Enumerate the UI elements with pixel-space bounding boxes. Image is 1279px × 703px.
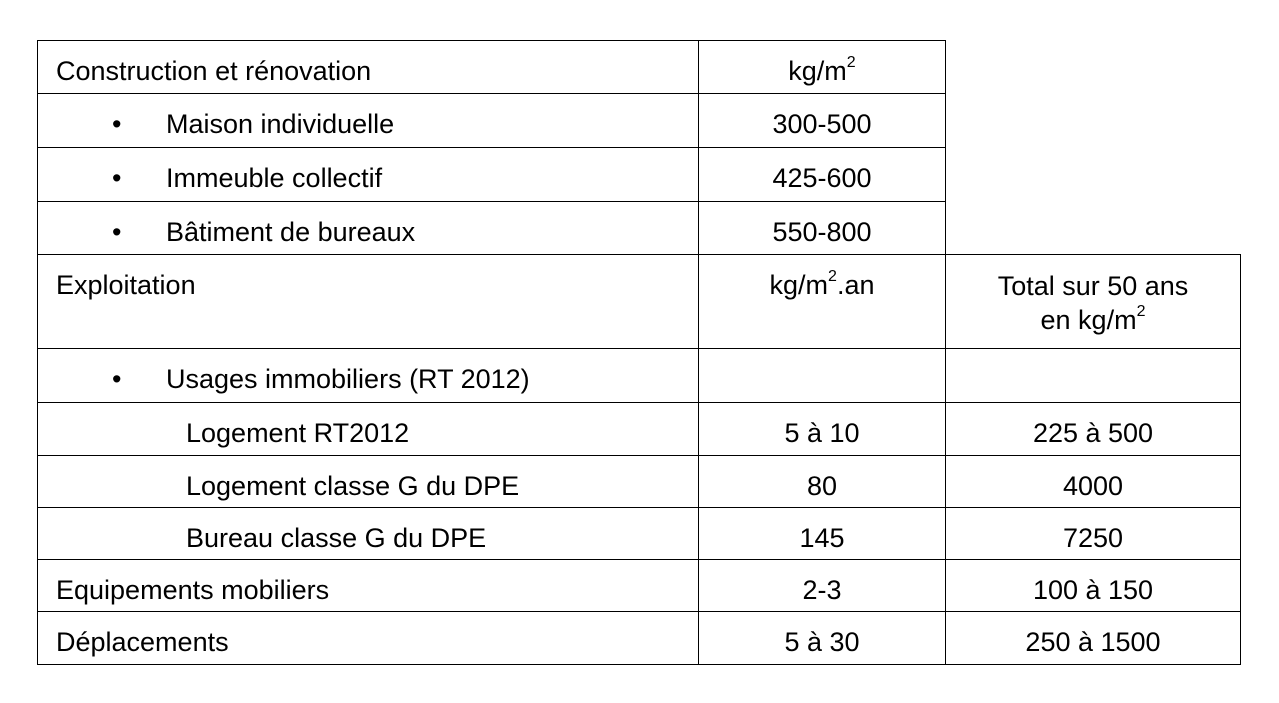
- table-row: • Immeuble collectif 425-600: [37, 147, 1241, 202]
- list-item: • Immeuble collectif: [37, 147, 699, 202]
- bullet-icon: •: [112, 364, 122, 394]
- bullet-icon: •: [112, 109, 122, 139]
- row-value: 80: [698, 455, 946, 508]
- item-label: Immeuble collectif: [166, 163, 383, 193]
- row-label: Logement RT2012: [37, 402, 699, 456]
- item-label: Maison individuelle: [166, 109, 395, 139]
- unit-text: .an: [836, 270, 875, 300]
- table-row: • Maison individuelle 300-500: [37, 93, 1241, 148]
- bullet-icon: •: [112, 217, 122, 247]
- row-label: Bureau classe G du DPE: [37, 507, 699, 560]
- item-label: Usages immobiliers (RT 2012): [166, 364, 530, 394]
- construction-header: Construction et rénovation: [37, 40, 699, 94]
- row-label: Equipements mobiliers: [37, 559, 699, 612]
- exploitation-unit: kg/m2.an: [698, 254, 946, 349]
- list-item: • Usages immobiliers (RT 2012): [37, 348, 699, 403]
- empty-cell: [946, 94, 1241, 148]
- item-value: 425-600: [698, 147, 946, 202]
- bullet-icon: •: [112, 163, 122, 193]
- table-row: Exploitation kg/m2.an Total sur 50 ans en…: [37, 254, 1241, 349]
- row-total: 7250: [945, 507, 1241, 560]
- row-total: 100 à 150: [945, 559, 1241, 612]
- table-row: • Bâtiment de bureaux 550-800: [37, 201, 1241, 255]
- emissions-table: Construction et rénovation kg/m2 • Maison…: [37, 40, 1241, 665]
- table-row: Déplacements 5 à 30 250 à 1500: [37, 611, 1241, 665]
- row-value: 145: [698, 507, 946, 560]
- unit-sup: 2: [846, 54, 856, 71]
- construction-unit: kg/m2: [698, 40, 946, 94]
- table-row: Bureau classe G du DPE 145 7250: [37, 507, 1241, 560]
- row-label: Déplacements: [37, 611, 699, 665]
- empty-cell: [945, 348, 1241, 403]
- table-row: Equipements mobiliers 2-3 100 à 150: [37, 559, 1241, 612]
- table-row: Logement RT2012 5 à 10 225 à 500: [37, 402, 1241, 456]
- unit-text: kg/m: [769, 270, 829, 300]
- empty-cell: [698, 348, 946, 403]
- row-total: 250 à 1500: [945, 611, 1241, 665]
- row-value: 5 à 10: [698, 402, 946, 456]
- item-value: 550-800: [698, 201, 946, 255]
- list-item: • Maison individuelle: [37, 93, 699, 148]
- unit-text: en kg/m: [1040, 305, 1137, 335]
- exploitation-header: Exploitation: [37, 254, 699, 349]
- item-value: 300-500: [698, 93, 946, 148]
- unit-sup: 2: [828, 268, 837, 285]
- total-header-line: Total sur 50 ans: [997, 271, 1189, 301]
- row-value: 5 à 30: [698, 611, 946, 665]
- empty-cell: [946, 148, 1241, 202]
- row-total: 225 à 500: [945, 402, 1241, 456]
- table-row: • Usages immobiliers (RT 2012): [37, 348, 1241, 403]
- table-row: Construction et rénovation kg/m2: [37, 40, 1241, 94]
- list-item: • Bâtiment de bureaux: [37, 201, 699, 255]
- unit-text: kg/m: [788, 56, 847, 86]
- row-total: 4000: [945, 455, 1241, 508]
- total-header-line: en kg/m2: [946, 303, 1240, 337]
- item-label: Bâtiment de bureaux: [166, 217, 416, 247]
- row-label: Logement classe G du DPE: [37, 455, 699, 508]
- total-header: Total sur 50 ans en kg/m2: [945, 254, 1241, 349]
- unit-sup: 2: [1136, 303, 1146, 320]
- row-value: 2-3: [698, 559, 946, 612]
- empty-cell: [946, 41, 1241, 94]
- table-row: Logement classe G du DPE 80 4000: [37, 455, 1241, 508]
- empty-cell: [946, 202, 1241, 255]
